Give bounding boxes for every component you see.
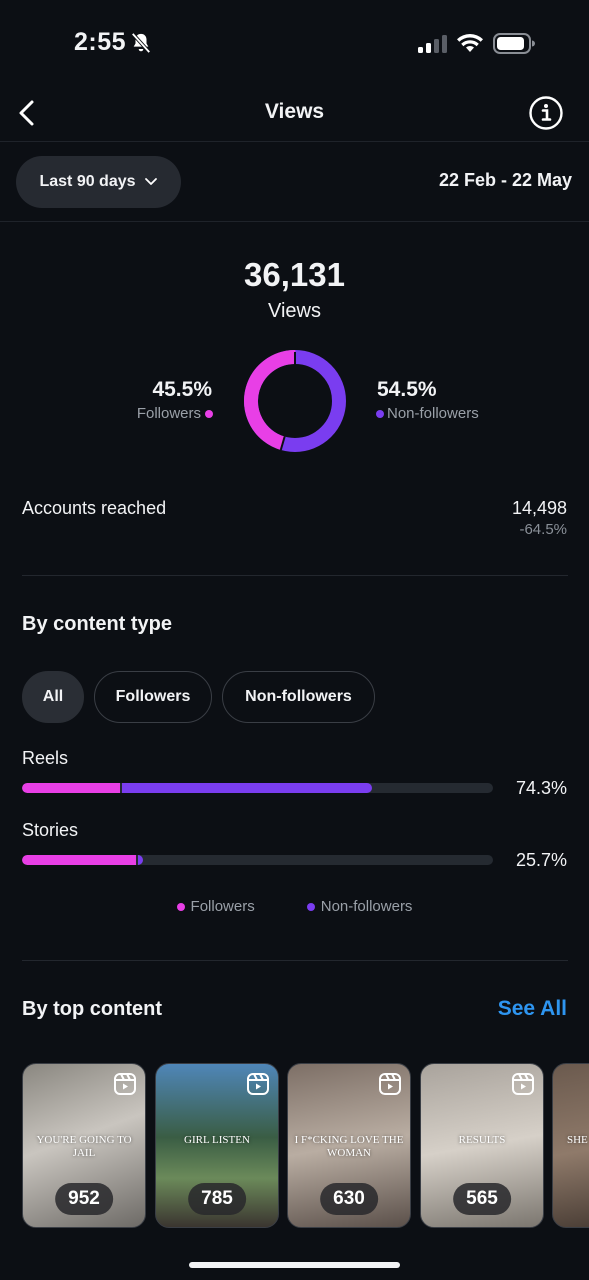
battery-icon (493, 33, 535, 54)
content-thumbnail[interactable]: GIRL LISTEN 785 (155, 1063, 279, 1228)
bell-slash-icon (131, 32, 151, 54)
thumbnail-view-count: 785 (188, 1183, 246, 1215)
accounts-reached-delta: -64.5% (519, 521, 567, 538)
content-thumbnail[interactable]: SHE (552, 1063, 589, 1228)
stories-label: Stories (22, 820, 79, 840)
non-followers-legend: Non-followers (376, 405, 479, 422)
thumbnail-view-count: 565 (453, 1183, 511, 1215)
reel-icon (114, 1073, 136, 1095)
content-thumbnail[interactable]: RESULTS 565 (420, 1063, 544, 1228)
legend-followers-label: Followers (190, 898, 255, 915)
reels-bar (22, 783, 493, 793)
thumbnail-caption: I F*CKING LOVE THE WOMAN (294, 1134, 404, 1159)
total-views: 36,131 (244, 256, 345, 293)
info-icon[interactable] (528, 95, 564, 131)
reel-icon (379, 1073, 401, 1095)
tab-all[interactable]: All (22, 671, 84, 723)
divider (22, 960, 568, 961)
accounts-reached-value: 14,498 (511, 498, 567, 518)
total-views-label: Views (268, 300, 321, 322)
date-range: 22 Feb - 22 May (438, 170, 572, 190)
legend-non-followers-dot (306, 902, 315, 911)
non-followers-percent: 54.5% (377, 378, 437, 401)
legend-followers: Followers (176, 898, 255, 915)
stories-bar-non-followers (138, 855, 144, 865)
top-content-carousel: YOU'RE GOING TO JAIL 952 GIRL LISTEN 785… (22, 1063, 589, 1228)
home-indicator[interactable] (189, 1262, 400, 1268)
audience-tabs: All Followers Non-followers (22, 671, 375, 723)
stories-bar-followers (22, 855, 137, 865)
views-donut-chart (244, 350, 346, 452)
followers-legend: Followers (137, 405, 213, 422)
legend-followers-dot (176, 902, 185, 911)
period-dropdown[interactable]: Last 90 days (16, 156, 181, 208)
stories-bar (22, 855, 493, 865)
filter-row: Last 90 days 22 Feb - 22 May (0, 142, 589, 222)
thumbnail-caption: YOU'RE GOING TO JAIL (36, 1134, 132, 1159)
reels-label: Reels (22, 748, 69, 768)
content-type-title: By content type (22, 613, 173, 635)
page-title: Views (264, 100, 325, 123)
reel-icon (512, 1073, 534, 1095)
thumbnail-view-count: 952 (55, 1183, 113, 1215)
thumbnail-caption: GIRL LISTEN (184, 1134, 250, 1146)
followers-dot (205, 409, 213, 418)
legend-non-followers-label: Non-followers (320, 898, 413, 915)
see-all-link[interactable]: See All (497, 997, 567, 1020)
tab-non-followers[interactable]: Non-followers (222, 671, 375, 723)
accounts-reached-label: Accounts reached (22, 498, 167, 518)
reels-bar-followers (22, 783, 120, 793)
thumbnail-caption: SHE (567, 1134, 588, 1146)
divider (22, 575, 568, 576)
content-thumbnail[interactable]: I F*CKING LOVE THE WOMAN 630 (287, 1063, 411, 1228)
back-chevron-icon[interactable] (14, 96, 42, 130)
reels-percent: 74.3% (515, 778, 567, 798)
chevron-down-icon (144, 178, 157, 185)
wifi-icon (457, 34, 483, 52)
nav-bar: Views (0, 88, 589, 142)
status-time: 2:55 (74, 28, 127, 56)
top-content-title: By top content (22, 998, 162, 1020)
tab-followers[interactable]: Followers (94, 671, 212, 723)
reels-bar-non-followers (121, 783, 372, 793)
status-bar: 2:55 (0, 0, 589, 88)
non-followers-dot (376, 409, 384, 418)
non-followers-label: Non-followers (387, 405, 479, 422)
reel-icon (247, 1073, 269, 1095)
followers-label: Followers (136, 405, 201, 422)
signal-icon (418, 35, 447, 53)
thumbnail-caption: RESULTS (458, 1134, 506, 1146)
followers-percent: 45.5% (152, 378, 212, 401)
content-thumbnail[interactable]: YOU'RE GOING TO JAIL 952 (22, 1063, 146, 1228)
donut-gap-split (279, 436, 286, 451)
period-label: Last 90 days (39, 173, 136, 190)
bar-legend: Followers Non-followers (0, 898, 589, 915)
thumbnail-view-count: 630 (320, 1183, 378, 1215)
legend-non-followers: Non-followers (306, 898, 413, 915)
stories-percent: 25.7% (515, 850, 567, 870)
